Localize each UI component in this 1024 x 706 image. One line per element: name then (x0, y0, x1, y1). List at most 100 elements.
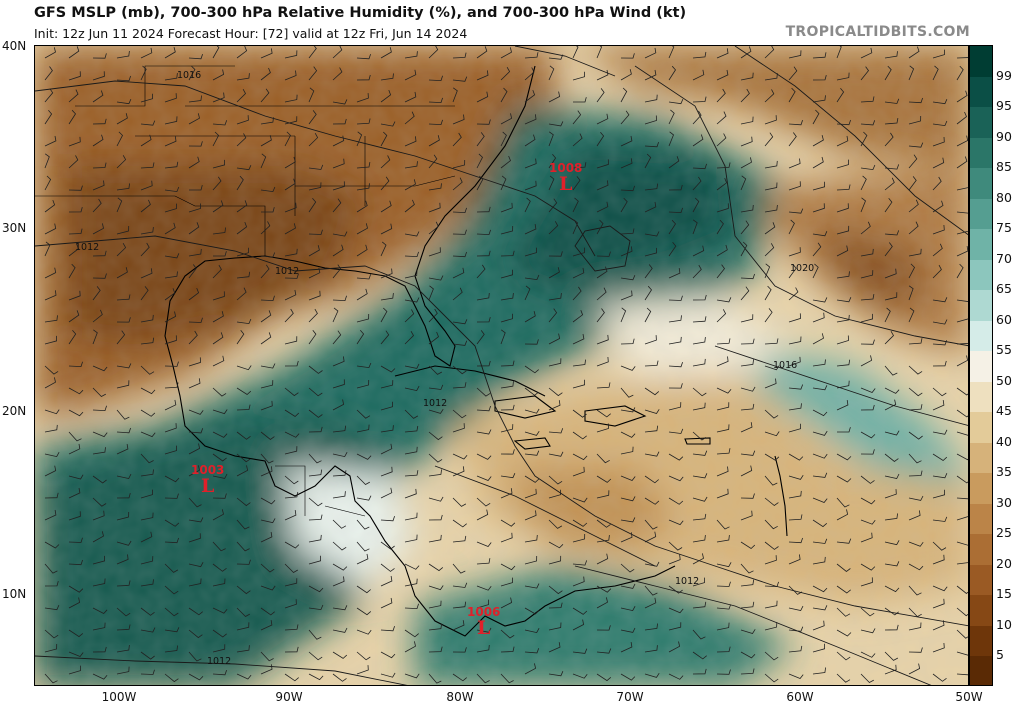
wind-barb (908, 563, 924, 571)
colorbar-segment (970, 473, 992, 504)
wind-barb (380, 47, 392, 59)
wind-barb (740, 541, 756, 550)
wind-barb (716, 162, 731, 169)
wind-barb (44, 241, 51, 257)
wind-barb (44, 604, 60, 611)
wind-barb (668, 242, 677, 257)
wind-barb (44, 673, 58, 684)
wind-barb (188, 95, 202, 103)
wind-barb (428, 183, 442, 191)
wind-barb (572, 379, 585, 389)
wind-barb (548, 333, 561, 345)
wind-barb (92, 118, 107, 125)
colorbar-label: 90 (996, 128, 1012, 144)
wind-barb (140, 47, 153, 59)
colorbar-label: 10 (996, 616, 1012, 632)
wind-barb (524, 555, 538, 565)
wind-barb (236, 559, 251, 565)
wind-barb (380, 597, 393, 609)
wind-barb (620, 532, 633, 543)
wind-barb (308, 426, 323, 433)
wind-barb (428, 365, 443, 375)
wind-barb (164, 493, 179, 499)
wind-barb (716, 519, 730, 530)
wind-barb (116, 363, 132, 369)
wind-barb (68, 71, 81, 81)
wind-barb (644, 585, 658, 596)
forecast-map[interactable]: 1008 L 1003 L 1006 L 1016 1012 1012 1012… (34, 45, 969, 686)
wind-barb (68, 89, 79, 103)
wind-barb (260, 88, 270, 103)
map-subtitle: Init: 12z Jun 11 2024 Forecast Hour: [72… (34, 26, 468, 41)
wind-barb (548, 251, 563, 257)
wind-barb (476, 509, 489, 521)
wind-barb (596, 308, 605, 323)
wind-barb (548, 671, 564, 677)
lon-label-60w: 60W (786, 690, 814, 704)
wind-barb (908, 663, 921, 675)
wind-barb (332, 198, 342, 213)
wind-barb (908, 365, 923, 375)
wind-barb (740, 386, 756, 392)
wind-barb (740, 338, 755, 345)
wind-barb (812, 74, 827, 81)
wind-barb (140, 387, 156, 395)
wind-barb (620, 110, 630, 125)
wind-barb (476, 497, 491, 507)
wind-barb (140, 531, 153, 543)
wind-barb (596, 519, 611, 528)
wind-barb (404, 251, 419, 258)
wind-barb (356, 244, 368, 257)
wind-barb (212, 120, 228, 126)
lat-label-30n: 30N (2, 221, 27, 235)
wind-barb (668, 156, 680, 169)
wind-barb (188, 378, 201, 389)
wind-barb (212, 159, 225, 169)
wind-barb (956, 651, 968, 656)
wind-barb (500, 577, 513, 587)
wind-barb (908, 607, 922, 618)
wind-barb (884, 585, 900, 593)
wind-barb (836, 380, 850, 389)
wind-barb (956, 431, 968, 436)
wind-barb (764, 263, 771, 279)
colorbar-label: 40 (996, 433, 1012, 449)
wind-barb (716, 297, 732, 303)
wind-barb (884, 489, 897, 499)
wind-barb (644, 531, 657, 543)
wind-barb (188, 156, 200, 169)
wind-barb (380, 241, 387, 257)
wind-barb (308, 387, 323, 397)
wind-barb (164, 203, 177, 213)
wind-barb (44, 175, 52, 191)
wind-barb (548, 622, 562, 631)
wind-barb (572, 333, 585, 345)
wind-barb (428, 514, 443, 521)
wind-barb (812, 667, 826, 675)
wind-barb (884, 177, 895, 191)
wind-barb (500, 646, 515, 653)
wind-barb (932, 297, 948, 303)
wind-barb (116, 197, 123, 213)
wind-barb (404, 603, 419, 610)
wind-barb (188, 287, 200, 301)
wind-barb (68, 474, 84, 480)
wind-barb (884, 51, 898, 59)
wind-barb (524, 311, 536, 323)
wind-barb (44, 153, 50, 169)
wind-barb (476, 599, 489, 609)
wind-barb (164, 253, 180, 259)
wind-barb (452, 207, 467, 214)
wind-barb (68, 310, 80, 323)
wind-barb (404, 512, 418, 521)
wind-barb (452, 466, 465, 477)
low-symbol: L (559, 173, 573, 195)
wind-barb (500, 360, 515, 367)
wind-barb (692, 450, 708, 456)
wind-barb (596, 69, 609, 81)
wind-barb (764, 182, 778, 191)
wind-barb (260, 186, 276, 193)
wind-barb (716, 203, 729, 213)
wind-barb (668, 607, 684, 614)
wind-barb (860, 221, 871, 235)
